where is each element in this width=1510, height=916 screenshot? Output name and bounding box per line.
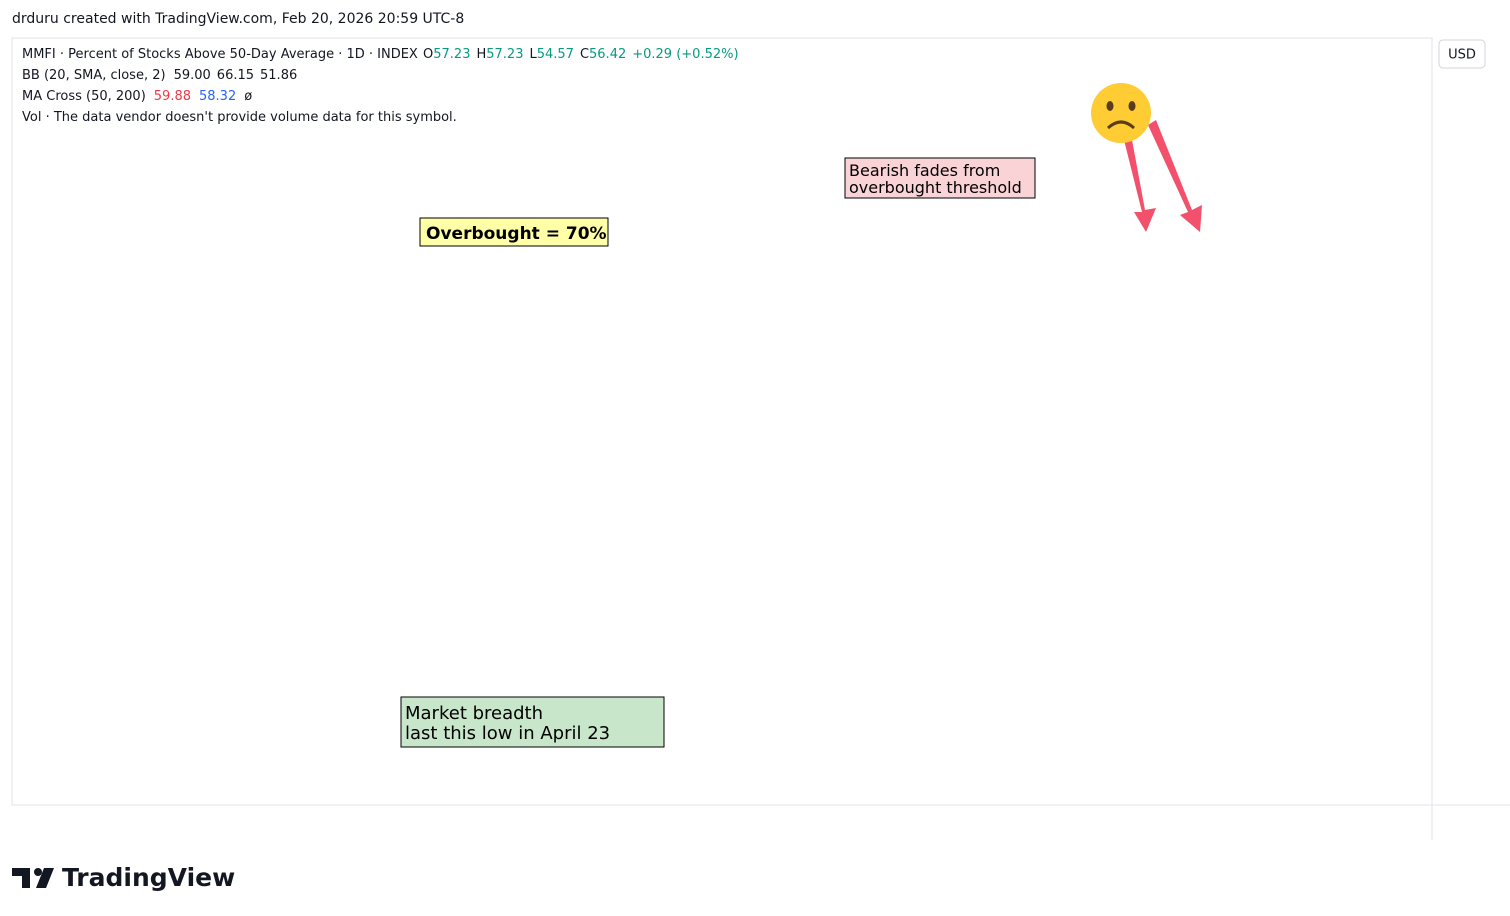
legend-row: MA Cross (50, 200) 59.88 58.32 ø — [22, 89, 252, 104]
bb-value: 59.00 — [174, 68, 211, 83]
vol-name: Vol — [22, 110, 41, 125]
ohlc-value: 57.23 — [486, 47, 523, 62]
bb-value: 66.15 — [217, 68, 254, 83]
ma-name: MA Cross (50, 200) — [22, 89, 146, 104]
emoji-eye — [1128, 101, 1136, 111]
legend-row: MMFI · Percent of Stocks Above 50-Day Av… — [22, 47, 739, 62]
legend-row: BB (20, SMA, close, 2) 59.00 66.15 51.86 — [22, 68, 297, 83]
emoji-face — [1091, 83, 1151, 143]
note-breadth: last this low in April 23 — [405, 723, 610, 744]
arrow — [1148, 120, 1202, 232]
ohlc-value: 54.57 — [537, 47, 574, 62]
credit: drduru created with TradingView.com, Feb… — [12, 11, 464, 27]
logo-mark — [36, 868, 54, 888]
ohlc-key: O — [423, 47, 433, 62]
legend-row: Vol · The data vendor doesn't provide vo… — [22, 110, 457, 125]
sad-emoji — [1091, 83, 1151, 143]
symbol: MMFI · Percent of Stocks Above 50-Day Av… — [22, 47, 418, 62]
note-box — [844, 157, 1036, 199]
emoji-mouth — [1106, 120, 1136, 130]
ohlc-key: H — [476, 47, 486, 62]
note-bearish: Bearish fades from — [849, 161, 1000, 180]
change: +0.29 (+0.52%) — [632, 47, 738, 62]
ma-extra: ø — [244, 89, 252, 104]
brand-logo — [12, 868, 54, 888]
currency: USD — [1448, 48, 1476, 63]
logo-mark — [12, 868, 30, 888]
ohlc-value: 57.23 — [433, 47, 470, 62]
ma-value: 58.32 — [199, 89, 236, 104]
note-box — [400, 696, 665, 748]
emoji-eye — [1106, 101, 1114, 111]
currency-box — [1438, 39, 1486, 69]
logo-mark — [34, 868, 42, 876]
note-overbought: Overbought = 70% — [426, 224, 607, 244]
ma-value: 59.88 — [154, 89, 191, 104]
brand: TradingView — [62, 863, 235, 892]
note-breadth: Market breadth — [405, 703, 543, 724]
note-bearish: overbought threshold — [849, 178, 1022, 197]
ohlc-key: L — [529, 47, 537, 62]
arrow — [1124, 140, 1156, 232]
bb-value: 51.86 — [260, 68, 297, 83]
vol-text: · The data vendor doesn't provide volume… — [41, 110, 456, 125]
note-box — [419, 217, 609, 247]
ohlc-key: C — [580, 47, 589, 62]
ohlc-value: 56.42 — [589, 47, 626, 62]
bb-name: BB (20, SMA, close, 2) — [22, 68, 166, 83]
